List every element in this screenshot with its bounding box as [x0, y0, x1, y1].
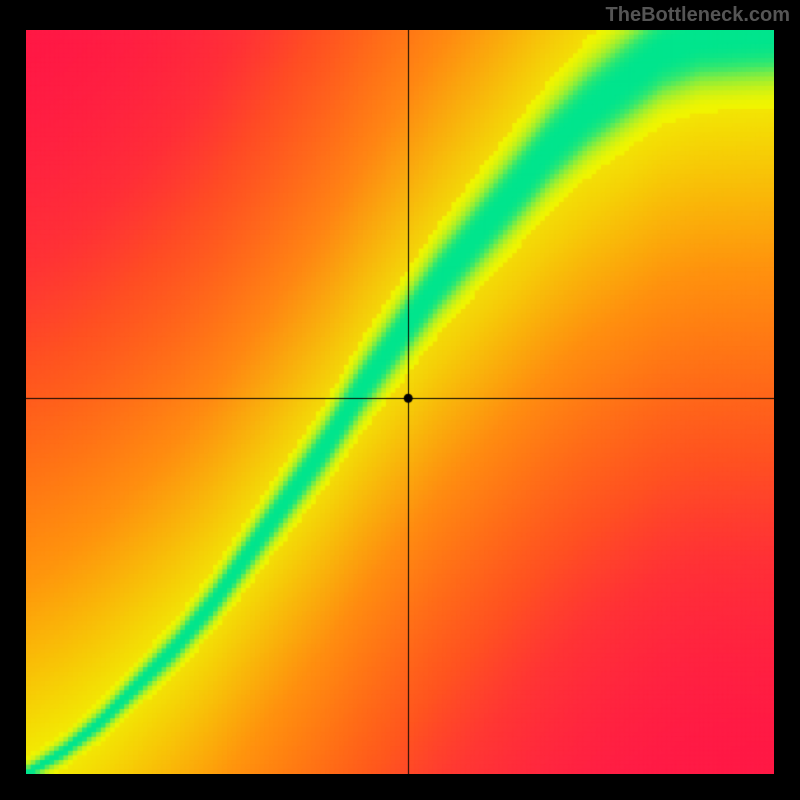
data-point-marker: [26, 30, 774, 774]
chart-container: TheBottleneck.com: [0, 0, 800, 800]
watermark-text: TheBottleneck.com: [606, 4, 790, 27]
